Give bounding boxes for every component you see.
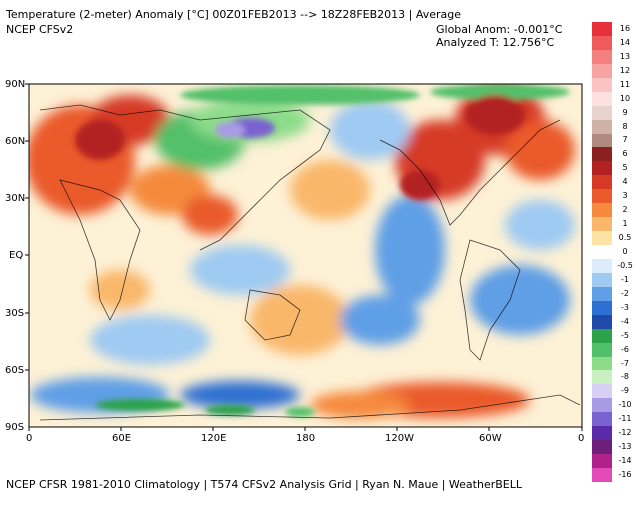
axis-ticks (25, 83, 583, 431)
colorbar-label: -16 (618, 470, 632, 480)
colorbar-swatch (592, 189, 612, 204)
colorbar-swatch (592, 328, 612, 343)
colorbar-label: 11 (619, 79, 631, 89)
colorbar-swatch (592, 370, 612, 385)
colorbar-swatch (592, 314, 612, 329)
colorbar-label: -13 (618, 442, 632, 452)
colorbar-swatch (592, 426, 612, 441)
colorbar-swatch (592, 440, 612, 455)
colorbar-label: -12 (618, 428, 632, 438)
colorbar-swatch (592, 119, 612, 134)
colorbar-label: 10 (619, 93, 631, 103)
colorbar-swatch (592, 286, 612, 301)
colorbar-swatch (592, 63, 612, 78)
colorbar-label: 3 (622, 191, 628, 201)
colorbar-swatch (592, 22, 612, 36)
colorbar-label: -11 (618, 414, 632, 424)
model-name: NCEP CFSv2 (6, 23, 74, 36)
lon-label-120e: 120E (201, 433, 227, 444)
lon-label-180: 180 (296, 433, 316, 444)
colorbar-label: 2 (622, 205, 628, 215)
colorbar-label: 8 (622, 121, 628, 131)
colorbar-swatch (592, 203, 612, 218)
lon-label-120w: 120W (385, 433, 414, 444)
analyzed-temperature: Analyzed T: 12.756°C (436, 36, 555, 49)
colorbar-swatch (592, 412, 612, 427)
lat-label-eq: EQ (9, 250, 24, 261)
lat-label-30s: 30S (5, 308, 25, 319)
colorbar-label: 7 (622, 135, 628, 145)
colorbar-label: 16 (619, 23, 631, 33)
colorbar-label: 12 (619, 65, 631, 75)
lat-label-90n: 90N (5, 79, 26, 90)
colorbar-swatch (592, 35, 612, 50)
coastlines (39, 104, 581, 421)
footer-credits: NCEP CFSR 1981-2010 Climatology | T574 C… (6, 478, 522, 491)
colorbar-label: -2 (621, 288, 629, 298)
colorbar-swatch (592, 217, 612, 232)
colorbar-label: 0 (622, 247, 628, 256)
colorbar-swatch (592, 77, 612, 92)
chart-title: Temperature (2-meter) Anomaly [°C] 00Z01… (6, 8, 462, 21)
colorbar-label: -3 (621, 302, 629, 312)
colorbar-swatch (592, 105, 612, 120)
colorbar (592, 22, 612, 482)
colorbar-swatch (592, 468, 612, 482)
colorbar-swatch (592, 175, 612, 190)
colorbar-swatch (592, 161, 612, 176)
colorbar-swatch (592, 133, 612, 148)
colorbar-swatch (592, 258, 612, 273)
colorbar-label: -0.5 (617, 260, 633, 270)
colorbar-swatch (592, 272, 612, 287)
colorbar-label: 6 (622, 149, 628, 159)
colorbar-label: 5 (622, 163, 628, 173)
colorbar-swatch (592, 147, 612, 162)
colorbar-label: -7 (621, 358, 629, 368)
colorbar-label: 13 (619, 51, 631, 61)
colorbar-label: -14 (618, 456, 632, 466)
colorbar-label: -6 (621, 344, 629, 354)
colorbar-swatch (592, 342, 612, 357)
colorbar-swatch (592, 91, 612, 106)
lon-label-60e: 60E (112, 433, 132, 444)
lon-label-60w: 60W (479, 433, 502, 444)
colorbar-label: -5 (621, 330, 629, 340)
lon-label-0: 0 (26, 433, 33, 444)
colorbar-swatch (592, 454, 612, 468)
lon-label-0-east: 0 (578, 433, 585, 444)
lat-label-60s: 60S (5, 365, 25, 376)
colorbar-label: 1 (622, 219, 628, 229)
colorbar-label: 9 (622, 107, 628, 117)
colorbar-swatch (592, 49, 612, 64)
colorbar-label: -9 (621, 386, 629, 396)
colorbar-swatch (592, 300, 612, 315)
colorbar-label: 0.5 (618, 233, 632, 243)
colorbar-swatch (592, 398, 612, 413)
lat-label-60n: 60N (5, 136, 26, 147)
colorbar-label: -8 (621, 372, 629, 382)
lat-label-30n: 30N (5, 193, 26, 204)
colorbar-label: -10 (618, 400, 632, 410)
lat-label-90s: 90S (5, 422, 25, 433)
colorbar-swatch (592, 231, 612, 245)
colorbar-swatch (592, 356, 612, 371)
colorbar-label: 4 (622, 177, 628, 187)
anomaly-field (29, 84, 582, 427)
colorbar-label: 14 (619, 37, 631, 47)
global-anomaly: Global Anom: -0.001°C (436, 23, 563, 36)
colorbar-swatch (592, 384, 612, 399)
colorbar-swatch (592, 245, 612, 259)
colorbar-label: -1 (621, 274, 629, 284)
colorbar-label: -4 (621, 316, 629, 326)
